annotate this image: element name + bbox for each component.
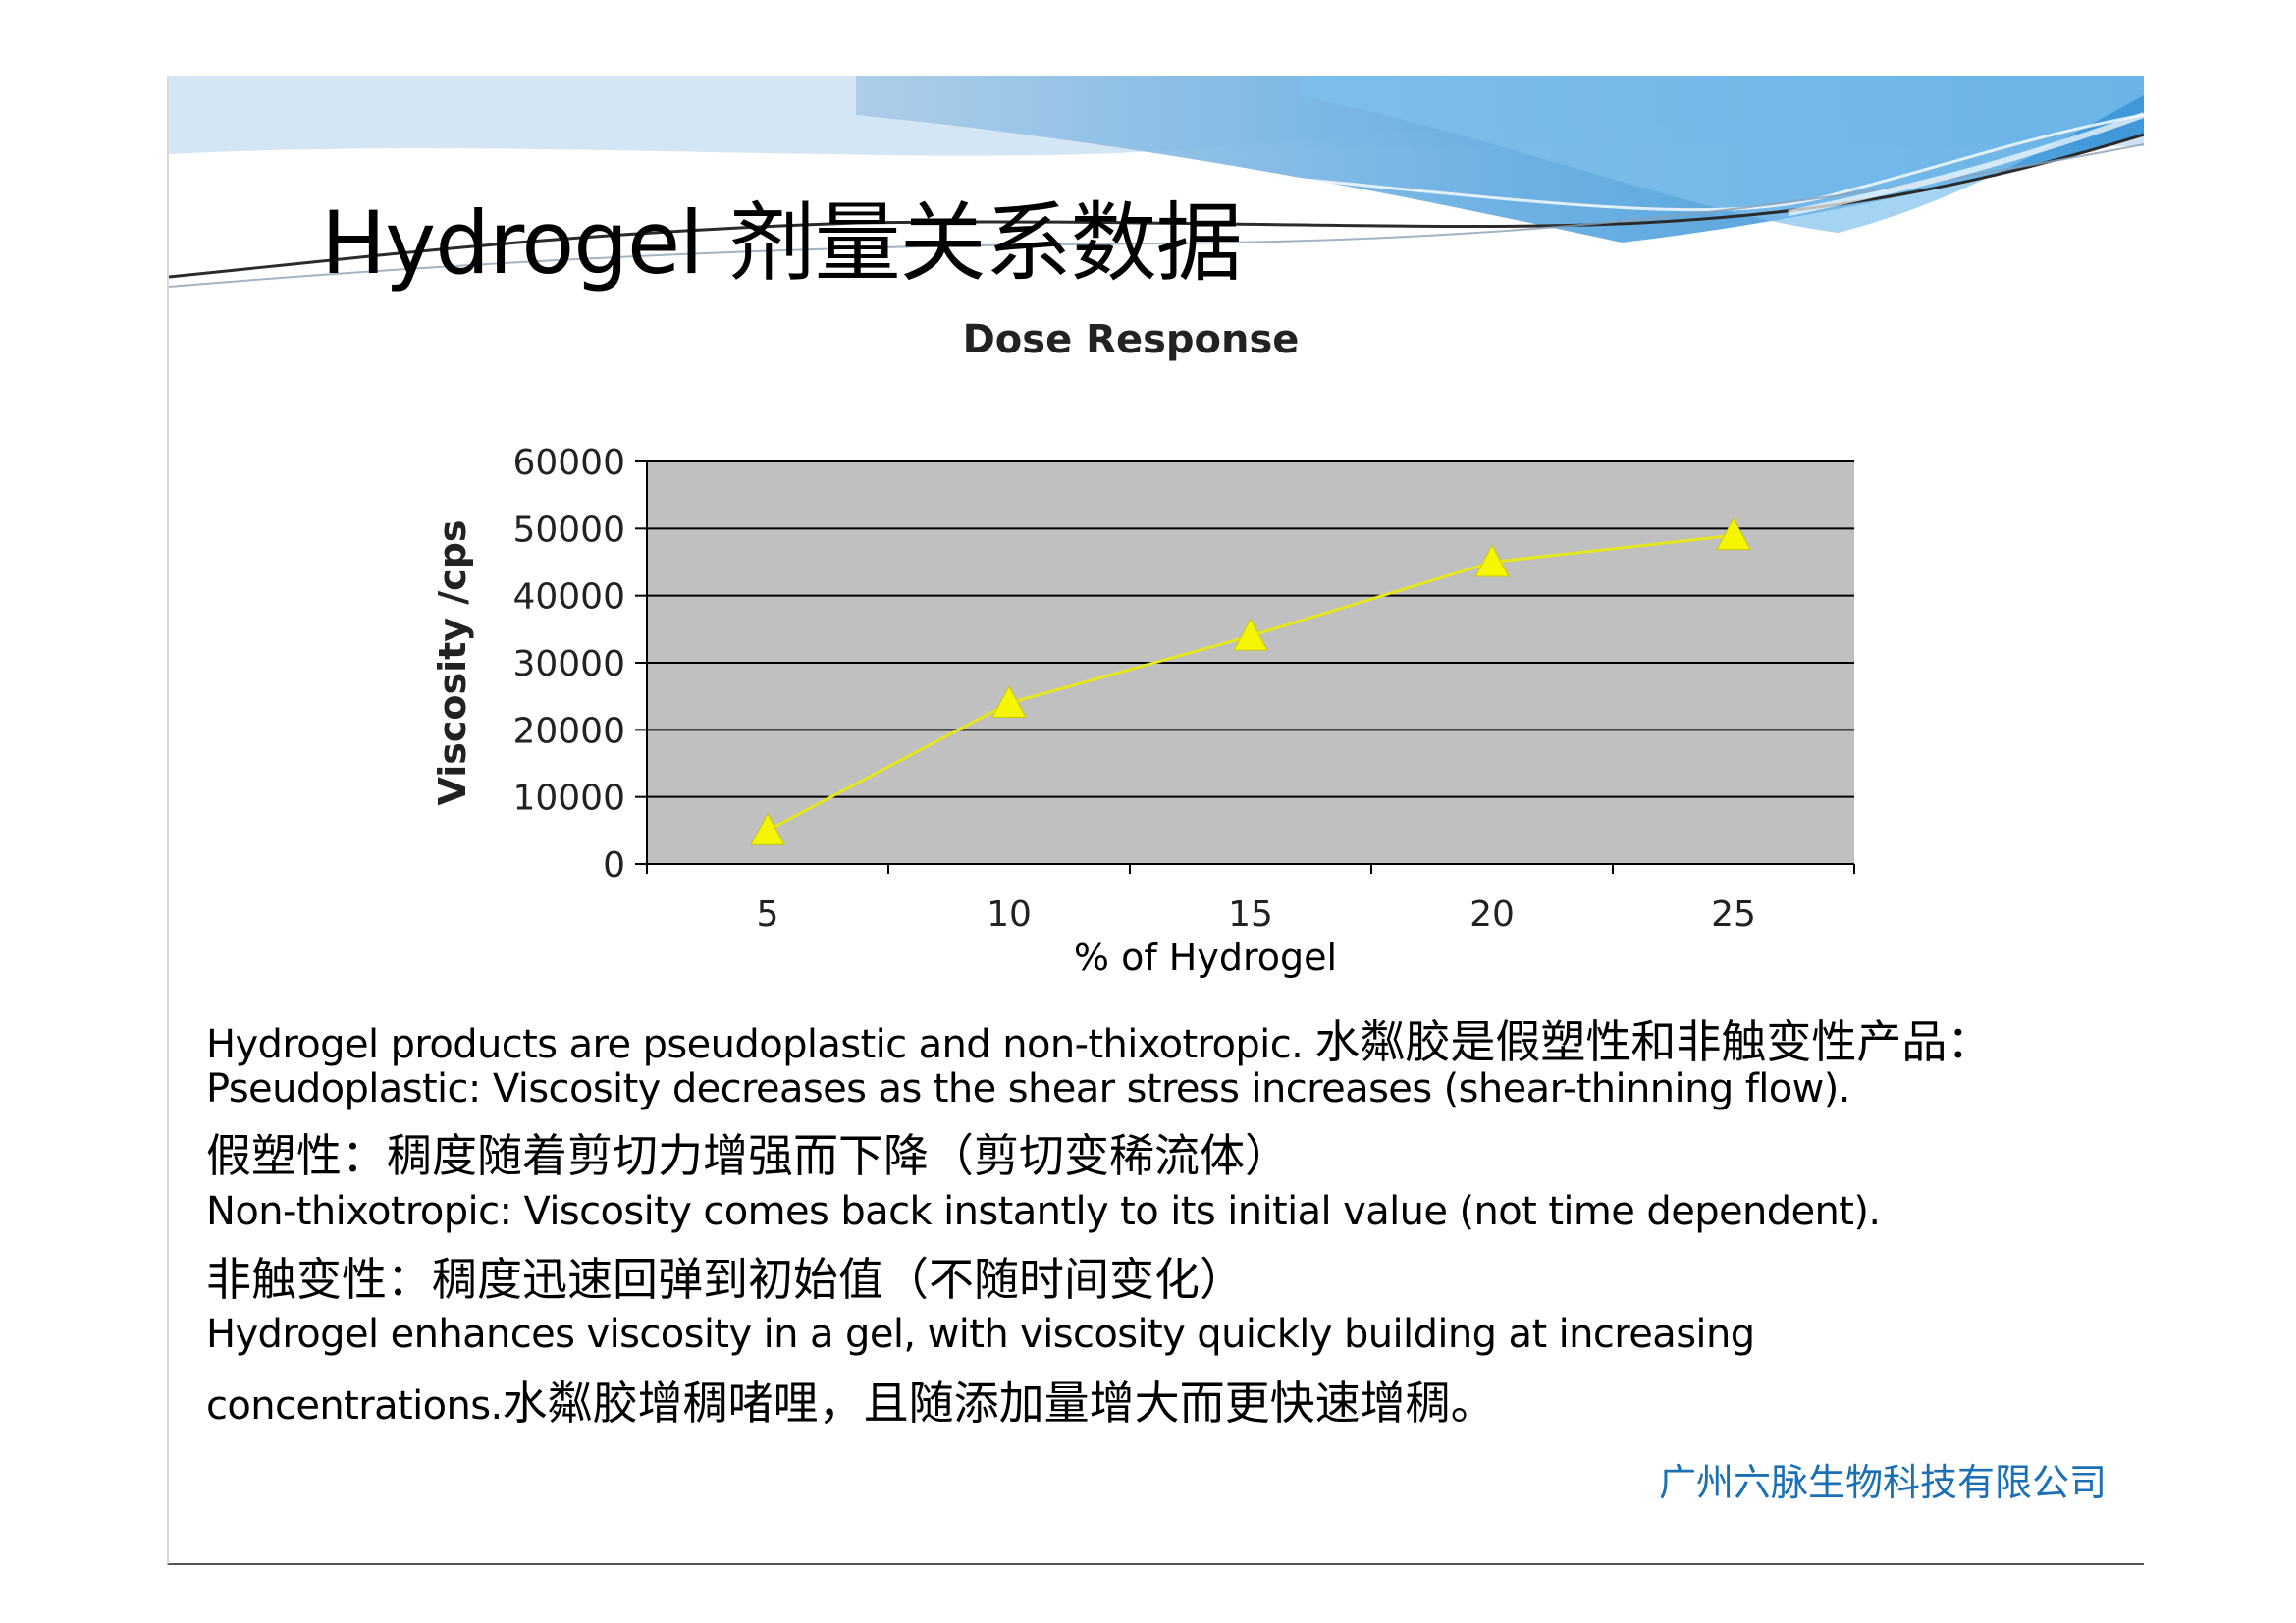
chart-axes xyxy=(635,460,1855,874)
y-tick-label: 0 xyxy=(603,845,625,886)
body-line-6: Hydrogel enhances viscosity in a gel, wi… xyxy=(206,1312,1755,1357)
body-line-1-en: Hydrogel products are pseudoplastic and … xyxy=(206,1022,1315,1067)
y-tick-label: 10000 xyxy=(512,779,625,819)
body-line-4: Non-thixotropic: Viscosity comes back in… xyxy=(206,1189,1881,1234)
chart-title: Dose Response xyxy=(963,317,1300,362)
y-tick-label: 50000 xyxy=(512,510,625,550)
data-point xyxy=(1474,544,1510,577)
x-tick-labels: 5 10 15 20 25 xyxy=(757,894,1756,935)
body-line-1-zh: 水粼胶是假塑性和非触变性产品： xyxy=(1314,1015,1993,1068)
data-point xyxy=(991,684,1027,718)
data-point xyxy=(750,812,785,845)
dose-response-chart: Dose Response 0 10000 20000 30000 40000 50000… xyxy=(431,317,1855,979)
company-name: 广州六脉生物科技有限公司 xyxy=(1658,1461,2107,1504)
body-line-5: 非触变性：稠度迅速回弹到初始值（不随时间变化） xyxy=(206,1253,1245,1306)
x-tick-label: 10 xyxy=(987,894,1032,935)
y-tick-label: 30000 xyxy=(512,644,625,684)
x-tick-label: 25 xyxy=(1711,894,1756,935)
y-tick-label: 20000 xyxy=(512,711,625,751)
y-axis-label: Viscosity /cps xyxy=(431,519,474,805)
x-tick-label: 5 xyxy=(757,894,779,935)
series-markers xyxy=(750,517,1751,845)
body-line-7: concentrations.水粼胶增稠啫哩，且随添加量增大而更快速增稠。 xyxy=(206,1368,1496,1433)
body-line-7-en: concentrations. xyxy=(206,1383,503,1429)
y-tick-labels: 0 10000 20000 30000 40000 50000 60000 xyxy=(512,443,625,886)
x-tick-label: 15 xyxy=(1228,894,1273,935)
data-point xyxy=(1716,517,1751,551)
header-banner xyxy=(169,76,2144,288)
slide-title: Hydrogel 剂量关系数据 xyxy=(321,192,1243,294)
data-point xyxy=(1233,618,1268,651)
x-axis-label: % of Hydrogel xyxy=(1074,936,1337,979)
x-tick-label: 20 xyxy=(1469,894,1515,935)
body-line-3: 假塑性：稠度随着剪切力增强而下降（剪切变稀流体） xyxy=(206,1129,1290,1182)
body-line-7-zh: 水粼胶增稠啫哩，且随添加量增大而更快速增稠。 xyxy=(502,1377,1496,1430)
y-tick-label: 40000 xyxy=(512,577,625,618)
gridlines xyxy=(647,460,1854,798)
y-tick-label: 60000 xyxy=(512,443,625,483)
slide: Hydrogel 剂量关系数据 Dose Response 0 10000 2000… xyxy=(167,76,2144,1565)
body-line-2: Pseudoplastic: Viscosity decreases as th… xyxy=(206,1066,1850,1111)
body-line-1: Hydrogel products are pseudoplastic and … xyxy=(206,1006,1992,1071)
